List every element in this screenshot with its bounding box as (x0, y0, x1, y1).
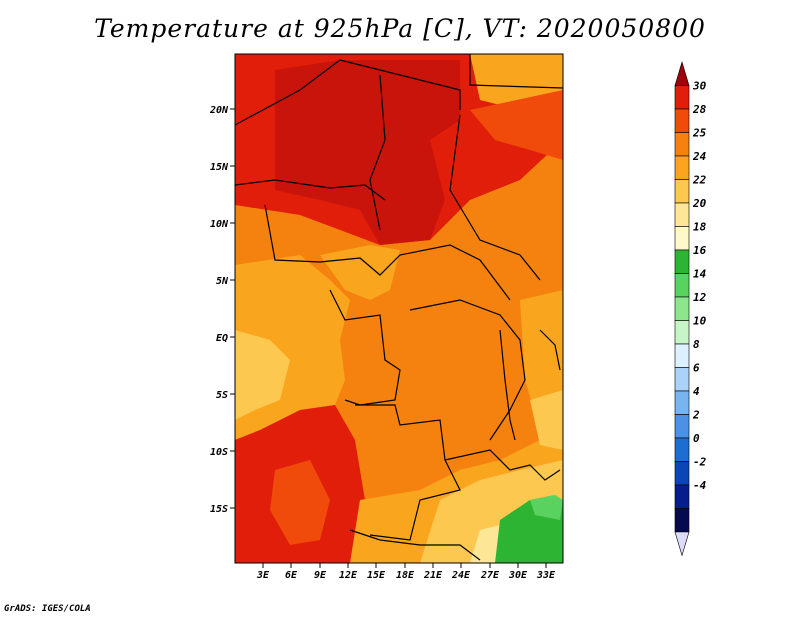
colorbar-label: 28 (692, 103, 707, 116)
colorbar-segment (674, 155, 690, 180)
colorbar-label: 16 (693, 244, 707, 257)
longitude-axis: 3E 6E 9E 12E 15E 18E 21E 24E 27E 30E 33E (256, 563, 556, 581)
lat-label: 10S (210, 447, 228, 458)
lat-label: EQ (216, 333, 228, 344)
lon-label: 3E (256, 570, 270, 581)
colorbar-label: 12 (693, 291, 707, 304)
colorbar-segment (674, 390, 690, 415)
software-credit: GrADS: IGES/COLA (4, 604, 91, 614)
colorbar-segment (674, 367, 690, 392)
colorbar-segment (674, 85, 690, 110)
lat-label: 15S (210, 504, 228, 515)
colorbar-top-arrow (674, 60, 690, 86)
colorbar-label: 25 (692, 127, 707, 140)
colorbar-label: -4 (693, 479, 707, 492)
colorbar-label: 6 (693, 362, 700, 375)
colorbar-segment (674, 320, 690, 345)
colorbar-segment (674, 202, 690, 227)
colorbar-bottom-arrow (674, 531, 690, 557)
lon-label: 30E (508, 570, 528, 581)
colorbar-label: 8 (693, 338, 700, 351)
colorbar-label: 24 (692, 150, 707, 163)
lat-label: 5N (216, 276, 229, 287)
map-frame (234, 53, 564, 564)
lon-label: 18E (396, 570, 415, 581)
colorbar-segment (674, 132, 690, 157)
colorbar-label: 2 (692, 409, 700, 422)
colorbar-label: 30 (692, 80, 707, 93)
colorbar-segment (674, 461, 690, 486)
colorbar-label: 18 (693, 221, 707, 234)
colorbar-label: 22 (692, 174, 707, 187)
colorbar-segment (674, 296, 690, 321)
colorbar-segment (674, 437, 690, 462)
colorbar-segment (674, 414, 690, 439)
colorbar-segment (674, 273, 690, 298)
lat-label: 10N (210, 219, 229, 230)
colorbar-segment (674, 249, 690, 274)
colorbar-label: -2 (693, 456, 707, 469)
colorbar-label: 14 (693, 268, 707, 281)
colorbar-label: 0 (693, 432, 700, 445)
map-title: Temperature at 925hPa [C], VT: 202005080… (94, 14, 706, 43)
colorbar-segment (674, 508, 690, 533)
colorbar-segment (674, 179, 690, 204)
colorbar-label: 20 (692, 197, 707, 210)
temperature-field (235, 54, 563, 563)
lon-label: 27E (480, 570, 500, 581)
lon-label: 15E (367, 570, 386, 581)
colorbar-segment (674, 108, 690, 133)
lon-label: 12E (339, 570, 358, 581)
colorbar-segment (674, 226, 690, 251)
lat-label: 5S (216, 390, 228, 401)
lon-label: 9E (314, 570, 327, 581)
lon-label: 6E (285, 570, 298, 581)
country-borders (235, 54, 563, 561)
lon-label: 33E (536, 570, 556, 581)
colorbar-segment (674, 343, 690, 368)
lat-label: 20N (209, 105, 229, 116)
colorbar-label: 4 (693, 385, 700, 398)
lat-label: 15N (210, 162, 229, 173)
colorbar-segment (674, 484, 690, 509)
lon-label: 21E (423, 570, 443, 581)
latitude-axis: 20N 15N 10N 5N EQ 5S 10S 15S (209, 105, 235, 515)
colorbar-label: 10 (693, 315, 707, 328)
lon-label: 24E (451, 570, 471, 581)
